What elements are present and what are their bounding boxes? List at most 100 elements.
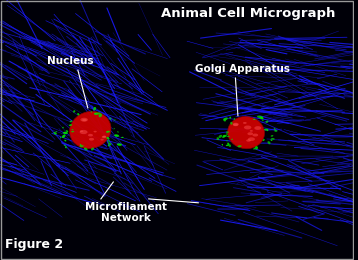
Ellipse shape [108, 142, 111, 145]
Ellipse shape [71, 131, 74, 132]
Ellipse shape [64, 145, 66, 146]
Ellipse shape [79, 145, 84, 147]
Text: Figure 2: Figure 2 [5, 238, 63, 251]
Ellipse shape [108, 145, 110, 146]
Ellipse shape [114, 119, 116, 120]
Ellipse shape [84, 147, 88, 151]
Ellipse shape [230, 122, 233, 125]
Ellipse shape [80, 144, 82, 146]
Ellipse shape [63, 132, 68, 134]
Ellipse shape [106, 137, 110, 140]
Ellipse shape [102, 135, 106, 138]
Ellipse shape [109, 118, 111, 120]
Ellipse shape [233, 123, 239, 126]
Ellipse shape [114, 134, 119, 137]
Text: Golgi Apparatus: Golgi Apparatus [195, 64, 290, 74]
Ellipse shape [274, 128, 276, 130]
Text: Animal Cell Micrograph: Animal Cell Micrograph [161, 6, 335, 20]
Ellipse shape [117, 131, 119, 133]
Ellipse shape [80, 118, 88, 122]
Ellipse shape [217, 137, 219, 140]
Ellipse shape [228, 116, 265, 149]
Ellipse shape [102, 136, 106, 138]
Ellipse shape [250, 130, 253, 132]
Ellipse shape [244, 126, 251, 129]
Ellipse shape [229, 116, 231, 119]
Ellipse shape [222, 144, 223, 146]
Ellipse shape [254, 126, 261, 130]
Ellipse shape [69, 120, 72, 122]
Ellipse shape [72, 129, 73, 130]
Ellipse shape [62, 135, 66, 138]
Ellipse shape [237, 145, 242, 147]
Ellipse shape [93, 107, 96, 110]
Ellipse shape [252, 134, 258, 137]
Text: Microfilament
Network: Microfilament Network [85, 202, 167, 223]
Ellipse shape [53, 132, 57, 134]
Ellipse shape [107, 140, 110, 142]
Ellipse shape [253, 119, 256, 120]
Ellipse shape [263, 139, 265, 141]
Ellipse shape [113, 128, 115, 129]
Ellipse shape [227, 136, 229, 137]
Ellipse shape [267, 129, 268, 131]
Ellipse shape [55, 133, 57, 134]
Ellipse shape [271, 139, 272, 141]
Ellipse shape [247, 132, 253, 135]
Ellipse shape [262, 120, 264, 121]
Ellipse shape [246, 139, 251, 142]
Ellipse shape [64, 140, 66, 141]
Ellipse shape [264, 129, 268, 131]
Ellipse shape [226, 145, 229, 146]
Ellipse shape [226, 132, 229, 133]
Ellipse shape [91, 111, 92, 113]
Ellipse shape [80, 130, 88, 134]
Ellipse shape [69, 124, 72, 126]
Ellipse shape [266, 120, 268, 123]
Ellipse shape [271, 138, 275, 140]
Ellipse shape [82, 119, 87, 121]
Ellipse shape [271, 135, 274, 137]
Ellipse shape [69, 111, 111, 149]
Ellipse shape [257, 116, 262, 118]
Ellipse shape [117, 143, 122, 146]
Ellipse shape [98, 114, 102, 117]
Ellipse shape [260, 117, 263, 119]
Ellipse shape [248, 137, 255, 141]
Ellipse shape [227, 142, 229, 145]
Ellipse shape [223, 135, 227, 137]
Ellipse shape [91, 147, 94, 151]
Ellipse shape [228, 144, 231, 147]
Ellipse shape [243, 122, 247, 124]
Ellipse shape [260, 116, 263, 119]
Ellipse shape [253, 148, 255, 150]
Ellipse shape [234, 118, 235, 120]
Ellipse shape [218, 135, 222, 138]
Ellipse shape [226, 140, 228, 141]
Ellipse shape [62, 127, 64, 128]
Ellipse shape [73, 110, 75, 113]
Ellipse shape [94, 113, 96, 114]
Ellipse shape [226, 133, 228, 135]
Ellipse shape [80, 130, 83, 132]
Ellipse shape [98, 112, 101, 114]
Ellipse shape [60, 137, 61, 138]
Ellipse shape [65, 146, 67, 148]
Ellipse shape [231, 139, 233, 140]
Ellipse shape [274, 130, 277, 132]
Ellipse shape [106, 131, 110, 133]
Ellipse shape [255, 146, 258, 149]
Ellipse shape [100, 139, 104, 141]
Ellipse shape [121, 137, 124, 138]
Ellipse shape [55, 131, 57, 132]
Ellipse shape [222, 135, 226, 138]
Ellipse shape [115, 135, 117, 136]
Ellipse shape [224, 118, 228, 120]
Ellipse shape [267, 141, 271, 144]
Ellipse shape [94, 113, 99, 115]
Ellipse shape [88, 134, 93, 136]
Ellipse shape [233, 124, 238, 126]
Ellipse shape [77, 113, 79, 115]
Ellipse shape [66, 130, 68, 132]
Text: Nucleus: Nucleus [48, 56, 94, 66]
